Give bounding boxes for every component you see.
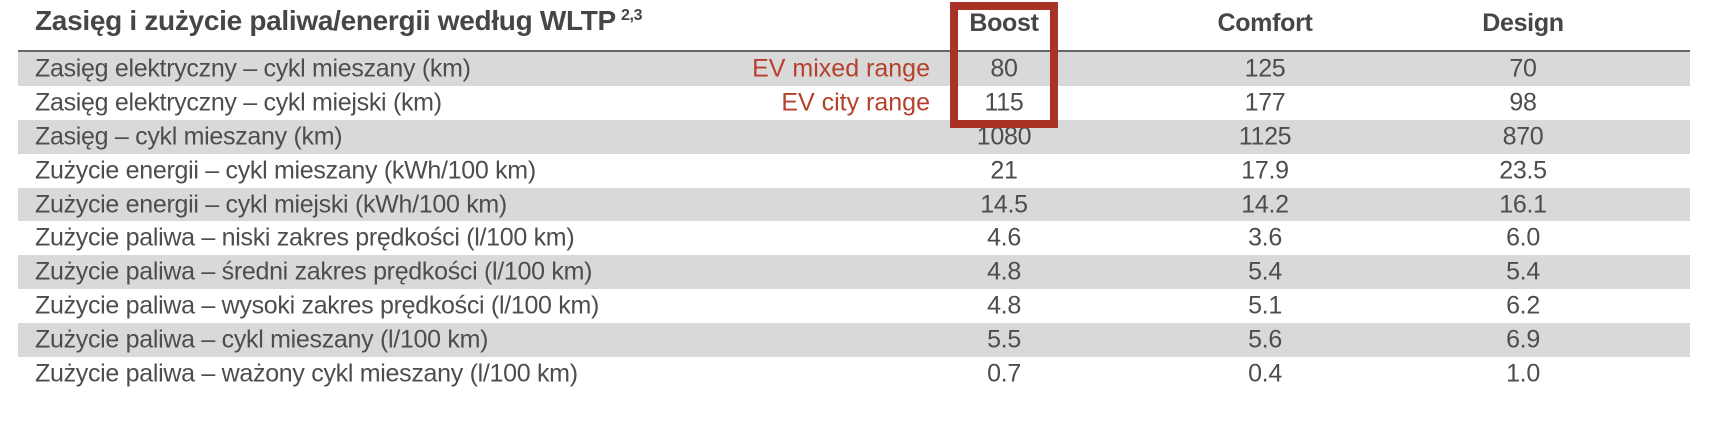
- table-body: Zasięg elektryczny – cykl mieszany (km) …: [18, 50, 1690, 391]
- cell-design: 1.0: [1506, 359, 1540, 388]
- row-label: Zużycie paliwa – wysoki zakres prędkości…: [35, 291, 600, 320]
- table-row: Zużycie paliwa – wysoki zakres prędkości…: [18, 289, 1690, 323]
- table-row: Zasięg elektryczny – cykl miejski (km) E…: [18, 86, 1690, 120]
- column-header-design: Design: [1482, 9, 1564, 37]
- column-header-boost: Boost: [969, 9, 1039, 37]
- row-label: Zasięg elektryczny – cykl miejski (km): [35, 88, 442, 117]
- cell-design: 6.9: [1506, 325, 1540, 354]
- row-label: Zasięg – cykl mieszany (km): [35, 122, 343, 151]
- cell-boost: 21: [990, 156, 1018, 185]
- cell-comfort: 5.6: [1248, 325, 1282, 354]
- title-footnote-marker: 2,3: [620, 7, 643, 24]
- cell-design: 5.4: [1506, 257, 1540, 286]
- cell-design: 16.1: [1499, 190, 1547, 218]
- table-row: Zasięg elektryczny – cykl mieszany (km) …: [18, 52, 1690, 86]
- row-annotation: EV mixed range: [752, 54, 930, 83]
- table-row: Zużycie paliwa – niski zakres prędkości …: [18, 221, 1690, 255]
- cell-boost: 115: [984, 88, 1024, 117]
- table-row: Zużycie paliwa – ważony cykl mieszany (l…: [18, 357, 1690, 391]
- cell-boost: 0.7: [987, 359, 1021, 388]
- cell-design: 70: [1509, 54, 1537, 83]
- cell-comfort: 1125: [1238, 122, 1292, 151]
- cell-boost: 14.5: [980, 190, 1028, 218]
- table-row: Zużycie energii – cykl miejski (kWh/100 …: [18, 187, 1690, 222]
- cell-boost: 1080: [976, 122, 1032, 151]
- table-row: Zużycie paliwa – średni zakres prędkości…: [18, 255, 1690, 290]
- cell-design: 98: [1509, 88, 1537, 117]
- cell-comfort: 0.4: [1248, 359, 1282, 388]
- table-row: Zasięg – cykl mieszany (km) 1080 1125 87…: [18, 119, 1690, 154]
- cell-comfort: 14.2: [1241, 190, 1289, 218]
- cell-boost: 4.8: [987, 257, 1021, 286]
- cell-boost: 80: [990, 54, 1018, 83]
- row-label: Zużycie paliwa – ważony cykl mieszany (l…: [35, 359, 578, 388]
- cell-comfort: 5.1: [1248, 291, 1282, 320]
- row-annotation: EV city range: [781, 88, 930, 117]
- table-row: Zużycie energii – cykl mieszany (kWh/100…: [18, 154, 1690, 188]
- row-label: Zużycie energii – cykl mieszany (kWh/100…: [35, 156, 536, 185]
- cell-boost: 5.5: [987, 325, 1021, 354]
- cell-comfort: 177: [1244, 88, 1286, 117]
- table-title: Zasięg i zużycie paliwa/energii według W…: [35, 5, 643, 37]
- table-row: Zużycie paliwa – cykl mieszany (l/100 km…: [18, 323, 1690, 358]
- row-label: Zużycie paliwa – cykl mieszany (l/100 km…: [35, 325, 489, 354]
- cell-boost: 4.8: [987, 291, 1021, 320]
- cell-design: 870: [1502, 122, 1544, 151]
- cell-comfort: 5.4: [1248, 257, 1282, 286]
- cell-comfort: 17.9: [1241, 156, 1289, 185]
- cell-boost: 4.6: [987, 223, 1021, 252]
- row-label: Zużycie paliwa – niski zakres prędkości …: [35, 223, 575, 252]
- row-label: Zużycie paliwa – średni zakres prędkości…: [35, 257, 593, 286]
- cell-design: 23.5: [1499, 156, 1547, 185]
- cell-design: 6.0: [1506, 223, 1540, 252]
- row-label: Zużycie energii – cykl miejski (kWh/100 …: [35, 190, 507, 218]
- column-header-comfort: Comfort: [1217, 9, 1313, 37]
- row-label: Zasięg elektryczny – cykl mieszany (km): [35, 54, 471, 83]
- cell-comfort: 3.6: [1248, 223, 1282, 252]
- cell-design: 6.2: [1506, 291, 1540, 320]
- table-title-text: Zasięg i zużycie paliwa/energii według W…: [35, 5, 616, 36]
- cell-comfort: 125: [1244, 54, 1286, 83]
